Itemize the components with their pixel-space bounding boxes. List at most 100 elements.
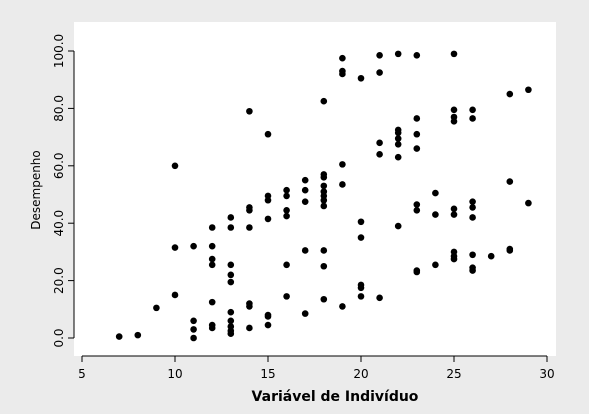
data-point <box>413 130 421 138</box>
data-point <box>283 186 290 194</box>
data-point <box>450 248 458 256</box>
data-point <box>190 334 197 342</box>
data-point <box>227 261 235 269</box>
data-point <box>153 304 160 312</box>
data-point <box>432 261 439 269</box>
data-point <box>469 198 476 205</box>
data-point <box>450 106 458 114</box>
data-point <box>208 224 216 231</box>
data-point <box>339 181 346 188</box>
data-point <box>357 281 365 289</box>
data-point <box>394 50 402 58</box>
y-tick-label: 100.0 <box>52 34 66 68</box>
data-point <box>413 206 421 214</box>
data-point <box>227 278 235 286</box>
data-point <box>246 324 253 332</box>
data-point <box>450 113 458 121</box>
data-point <box>227 214 235 221</box>
data-point <box>227 323 235 330</box>
data-point <box>525 199 532 207</box>
data-point <box>246 107 253 115</box>
data-point <box>339 54 346 62</box>
y-tick-label: 20.0 <box>52 267 66 294</box>
x-tick-label: 5 <box>78 367 86 381</box>
data-points <box>115 50 532 342</box>
data-point <box>246 204 253 211</box>
data-point <box>301 247 309 254</box>
data-point <box>394 153 402 161</box>
data-point <box>264 311 272 319</box>
x-axis-label: Variável de Indivíduo <box>252 389 419 405</box>
data-point <box>357 74 365 82</box>
data-point <box>339 67 346 75</box>
data-point <box>469 115 476 122</box>
data-point <box>208 242 216 250</box>
data-point <box>376 294 383 302</box>
x-tick-label: 20 <box>353 367 368 381</box>
data-point <box>394 126 402 134</box>
data-point <box>190 242 197 250</box>
data-point <box>190 317 197 325</box>
plot-area <box>74 22 556 356</box>
data-point <box>283 261 290 269</box>
x-tick-label: 15 <box>260 367 275 381</box>
data-point <box>227 271 235 279</box>
data-point <box>506 245 514 253</box>
data-point <box>469 106 476 114</box>
data-point <box>301 198 309 205</box>
x-tick-label: 30 <box>539 367 554 381</box>
data-point <box>320 295 328 303</box>
data-point <box>357 293 365 300</box>
x-tick-label: 25 <box>446 367 461 381</box>
data-point <box>357 218 365 226</box>
data-point <box>208 321 216 329</box>
data-point <box>246 224 253 231</box>
data-point <box>283 293 290 300</box>
y-tick-label: 60.0 <box>52 152 66 179</box>
data-point <box>413 267 421 274</box>
data-point <box>115 333 123 340</box>
data-point <box>227 308 235 316</box>
data-point <box>171 244 179 251</box>
data-point <box>376 151 383 158</box>
data-point <box>208 298 216 306</box>
data-point <box>376 52 383 59</box>
data-point <box>208 255 216 263</box>
data-point <box>413 115 421 122</box>
data-point <box>450 205 458 213</box>
data-point <box>413 201 421 208</box>
data-point <box>320 171 328 178</box>
data-point <box>376 139 383 147</box>
data-point <box>376 69 383 76</box>
data-point <box>190 326 197 333</box>
data-point <box>432 189 439 197</box>
data-point <box>283 192 290 200</box>
data-point <box>506 178 514 185</box>
data-point <box>413 52 421 59</box>
x-tick-label: 10 <box>167 367 182 381</box>
data-point <box>357 234 365 241</box>
data-point <box>264 321 272 329</box>
data-point <box>320 247 328 254</box>
data-point <box>469 251 476 259</box>
data-point <box>246 300 253 307</box>
x-axis-ticks: 5 10 15 20 25 30 <box>78 356 555 381</box>
data-point <box>339 161 346 168</box>
data-point <box>171 291 179 299</box>
data-point <box>394 140 402 148</box>
data-point <box>506 90 514 98</box>
data-point <box>487 252 495 260</box>
y-tick-label: 40.0 <box>52 210 66 237</box>
data-point <box>301 176 309 184</box>
data-point <box>264 192 272 200</box>
data-point <box>469 264 476 271</box>
data-point <box>320 262 328 270</box>
data-point <box>264 130 272 138</box>
data-point <box>394 222 402 230</box>
data-point <box>394 135 402 142</box>
data-point <box>320 97 328 105</box>
y-tick-label: 0.0 <box>52 328 66 347</box>
data-point <box>134 331 142 339</box>
data-point <box>469 214 476 221</box>
